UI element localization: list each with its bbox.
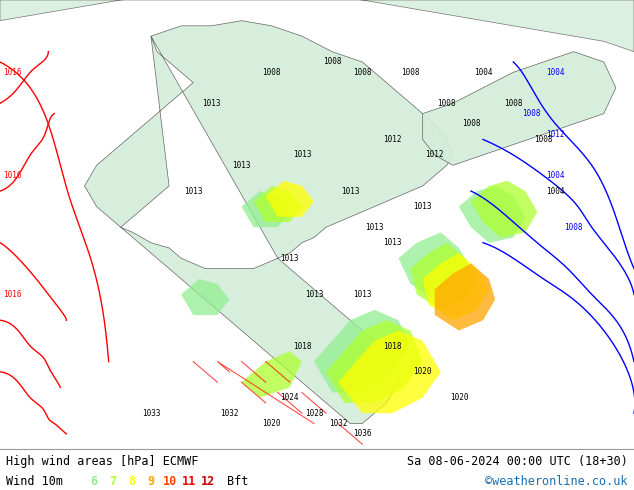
Text: 1013: 1013: [232, 161, 251, 170]
Text: 1028: 1028: [305, 409, 323, 417]
Text: 11: 11: [182, 475, 196, 488]
Polygon shape: [254, 186, 302, 222]
Text: 1013: 1013: [184, 187, 202, 196]
Polygon shape: [423, 253, 489, 320]
Text: 1016: 1016: [3, 68, 22, 77]
Polygon shape: [338, 331, 441, 413]
Polygon shape: [242, 351, 302, 398]
Text: 1013: 1013: [202, 99, 221, 108]
Text: 1018: 1018: [293, 342, 311, 350]
Polygon shape: [411, 243, 477, 310]
Text: 7: 7: [109, 475, 117, 488]
Text: 1008: 1008: [401, 68, 420, 77]
Text: 8: 8: [128, 475, 136, 488]
Text: 1013: 1013: [365, 223, 384, 232]
Polygon shape: [326, 320, 423, 403]
Text: High wind areas [hPa] ECMWF: High wind areas [hPa] ECMWF: [6, 455, 198, 468]
Text: 1032: 1032: [220, 409, 238, 417]
Text: 1033: 1033: [142, 409, 160, 417]
Text: 1013: 1013: [383, 238, 402, 247]
Text: ©weatheronline.co.uk: ©weatheronline.co.uk: [485, 475, 628, 488]
Polygon shape: [0, 0, 634, 51]
Text: Wind 10m: Wind 10m: [6, 475, 63, 488]
Text: Bft: Bft: [227, 475, 249, 488]
Polygon shape: [399, 232, 471, 299]
Text: 1008: 1008: [437, 99, 456, 108]
Text: 1004: 1004: [474, 68, 492, 77]
Text: 1013: 1013: [341, 187, 359, 196]
Text: 1016: 1016: [3, 290, 22, 299]
Text: 1018: 1018: [383, 342, 402, 350]
Polygon shape: [242, 191, 290, 227]
Text: 10: 10: [163, 475, 177, 488]
Text: 1012: 1012: [383, 135, 402, 144]
Text: 1016: 1016: [3, 171, 22, 180]
Text: 1020: 1020: [450, 393, 468, 402]
Text: 1013: 1013: [353, 290, 372, 299]
Text: 1020: 1020: [262, 419, 281, 428]
Text: 9: 9: [147, 475, 155, 488]
Text: 1008: 1008: [262, 68, 281, 77]
Text: 6: 6: [90, 475, 98, 488]
Polygon shape: [84, 21, 453, 423]
Text: 1008: 1008: [522, 109, 541, 118]
Text: 1004: 1004: [547, 171, 565, 180]
Text: 1024: 1024: [281, 393, 299, 402]
Text: 1012: 1012: [425, 150, 444, 159]
Text: 1020: 1020: [413, 368, 432, 376]
Text: 1004: 1004: [547, 187, 565, 196]
Polygon shape: [459, 186, 526, 243]
Text: 1008: 1008: [534, 135, 553, 144]
Text: Sa 08-06-2024 00:00 UTC (18+30): Sa 08-06-2024 00:00 UTC (18+30): [407, 455, 628, 468]
Polygon shape: [314, 310, 411, 392]
Text: 1013: 1013: [281, 254, 299, 263]
Text: 1013: 1013: [413, 202, 432, 211]
Text: 1008: 1008: [564, 223, 583, 232]
Text: 1008: 1008: [504, 99, 522, 108]
Polygon shape: [471, 181, 538, 238]
Text: 1013: 1013: [305, 290, 323, 299]
Text: 12: 12: [201, 475, 215, 488]
Text: 1013: 1013: [293, 150, 311, 159]
Polygon shape: [423, 51, 616, 165]
Text: 1008: 1008: [353, 68, 372, 77]
Text: 1012: 1012: [547, 130, 565, 139]
Text: 1008: 1008: [323, 57, 341, 67]
Text: 1008: 1008: [462, 120, 480, 128]
Text: 1032: 1032: [329, 419, 347, 428]
Text: 1036: 1036: [353, 429, 372, 439]
Polygon shape: [181, 279, 230, 315]
Polygon shape: [266, 181, 314, 217]
Polygon shape: [435, 264, 495, 331]
Text: 1004: 1004: [547, 68, 565, 77]
